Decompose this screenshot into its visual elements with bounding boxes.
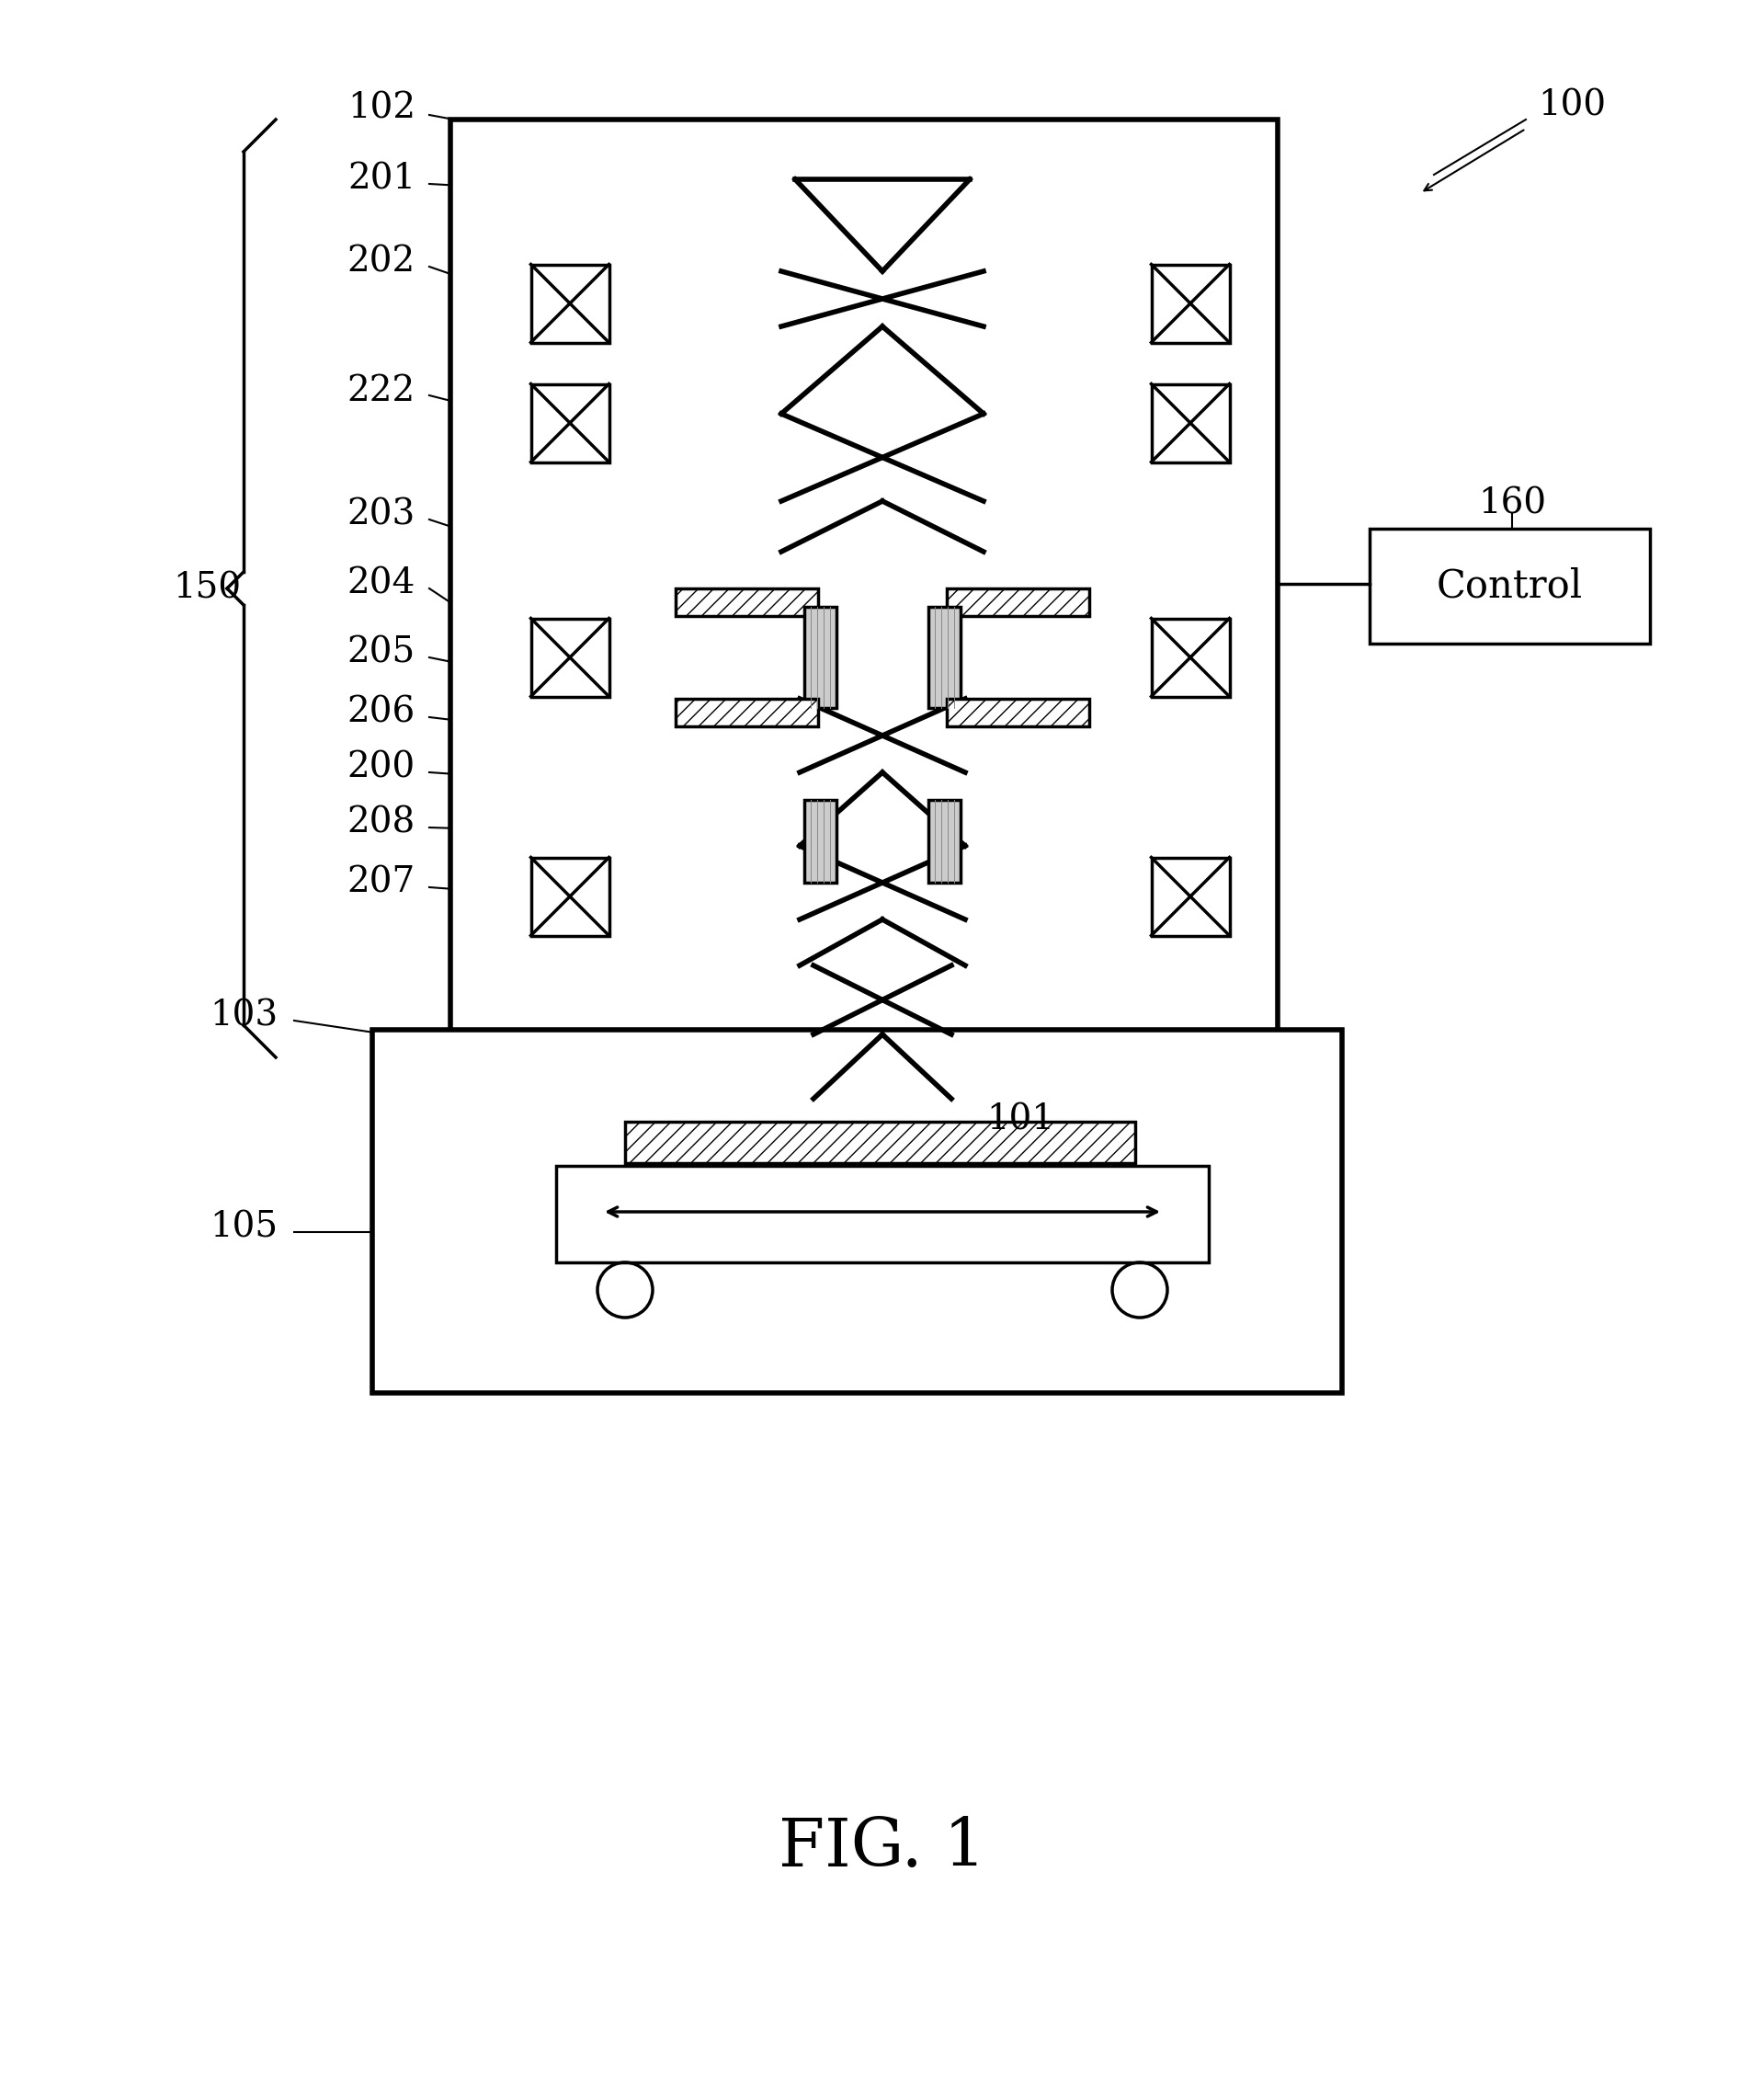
Bar (929, 607, 961, 708)
Text: 201: 201 (347, 162, 416, 195)
Bar (372, 1029, 1342, 1392)
Text: 206: 206 (347, 695, 416, 729)
Text: 105: 105 (210, 1210, 277, 1245)
Text: 100: 100 (1537, 88, 1606, 122)
Bar (1151, 265, 1229, 342)
Bar (947, 699, 1090, 727)
Bar (626, 1121, 1135, 1163)
Bar (1151, 857, 1229, 934)
Text: 204: 204 (347, 567, 416, 601)
Bar (947, 588, 1090, 615)
Text: 102: 102 (347, 92, 416, 126)
Bar (929, 800, 961, 882)
Bar (1151, 384, 1229, 462)
Text: Control: Control (1437, 567, 1583, 605)
Bar (555, 1166, 1209, 1262)
Bar (804, 607, 836, 708)
Text: FIG. 1: FIG. 1 (779, 1816, 986, 1880)
Text: 203: 203 (347, 498, 416, 531)
Text: 160: 160 (1477, 487, 1546, 521)
Bar (531, 857, 608, 934)
Bar (531, 265, 608, 342)
Text: 200: 200 (347, 750, 416, 785)
Bar (531, 384, 608, 462)
Bar (675, 699, 818, 727)
Text: 202: 202 (347, 246, 416, 279)
Bar (531, 617, 608, 697)
Text: 101: 101 (986, 1102, 1054, 1136)
Bar (450, 120, 1278, 1058)
Bar (1151, 617, 1229, 697)
Bar (675, 588, 818, 615)
Bar (1370, 529, 1650, 643)
Text: 222: 222 (347, 374, 416, 407)
Bar (804, 800, 836, 882)
Text: 207: 207 (347, 865, 416, 899)
Text: 150: 150 (173, 571, 242, 605)
Text: 205: 205 (347, 636, 416, 670)
Text: 103: 103 (210, 1000, 277, 1033)
Text: 208: 208 (347, 806, 416, 840)
